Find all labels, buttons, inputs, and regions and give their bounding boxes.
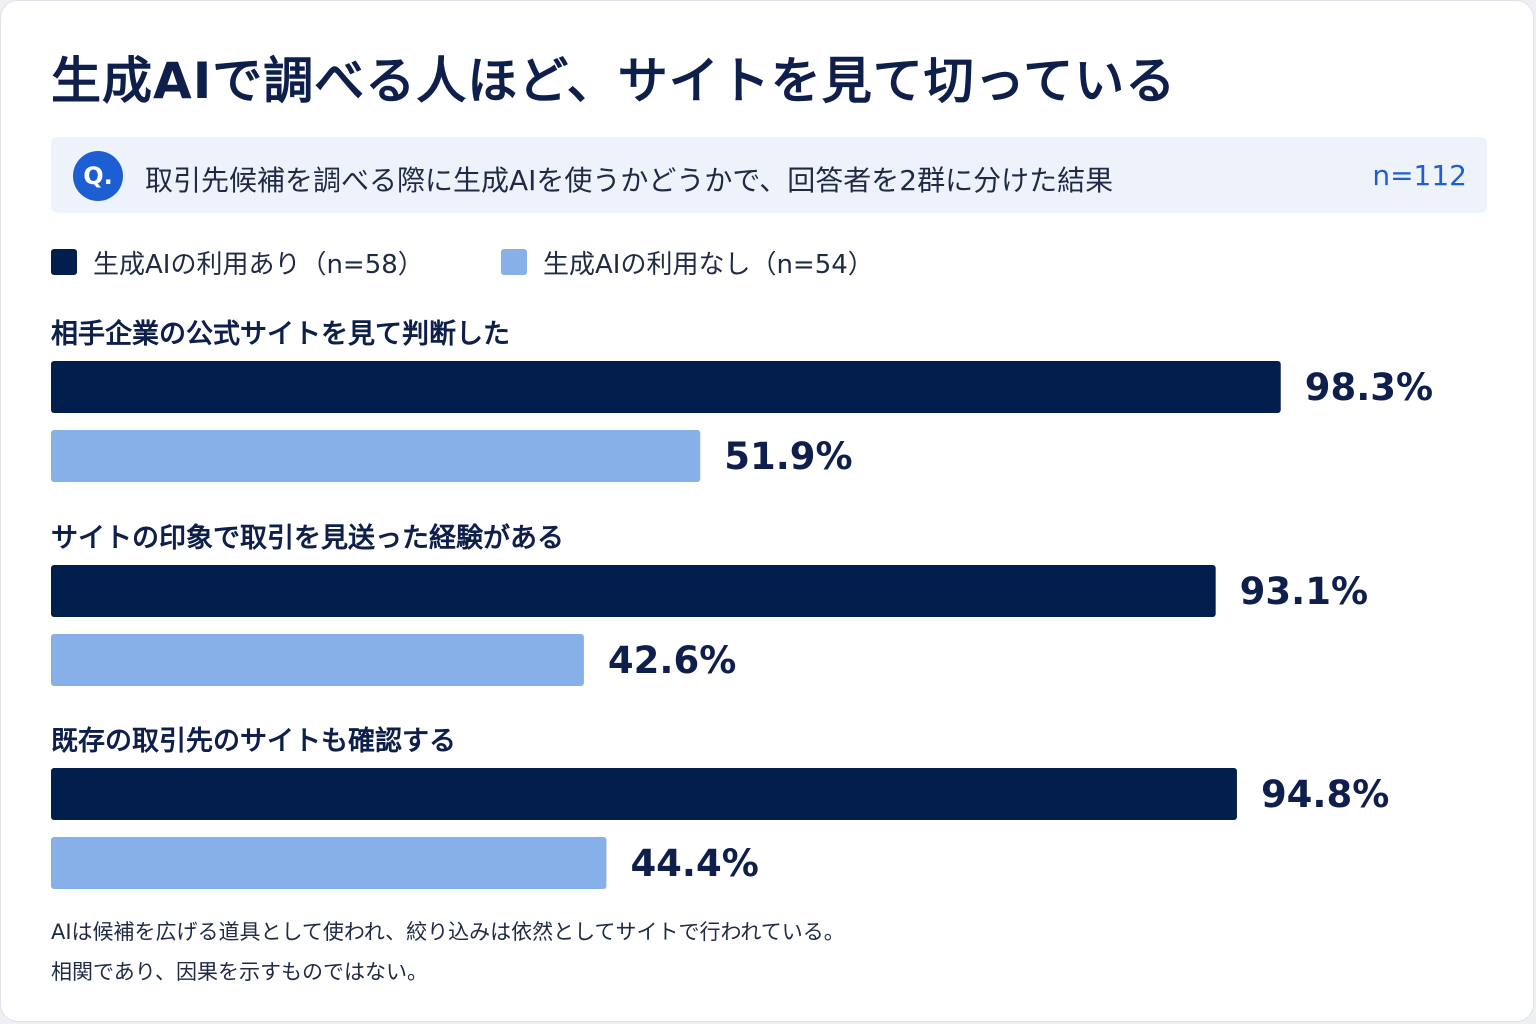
legend-swatch-light bbox=[501, 249, 527, 275]
bar-non-ai-users bbox=[51, 634, 584, 686]
data-label: 98.3% bbox=[1305, 366, 1433, 409]
question-text: 取引先候補を調べる際に生成AIを使うかどうかで、回答者を2群に分けた結果 bbox=[145, 164, 1114, 197]
question-box: Q. 取引先候補を調べる際に生成AIを使うかどうかで、回答者を2群に分けた結果 … bbox=[51, 137, 1487, 213]
footnote-2: 相関であり、因果を示すものではない。 bbox=[51, 960, 428, 984]
category-label: 相手企業の公式サイトを見て判断した bbox=[51, 318, 510, 350]
bar-ai-users bbox=[51, 768, 1237, 820]
data-label: 51.9% bbox=[724, 435, 852, 478]
legend-swatch-dark bbox=[51, 249, 77, 275]
bar-non-ai-users bbox=[51, 430, 701, 482]
footnote-1: AIは候補を広げる道具として使われ、絞り込みは依然としてサイトで行われている。 bbox=[51, 920, 845, 944]
chart-title: 生成AIで調べる人ほど、サイトを見て切っている bbox=[51, 52, 1177, 110]
data-label: 94.8% bbox=[1261, 773, 1389, 816]
question-badge-icon: Q. bbox=[73, 151, 123, 201]
bar-non-ai-users bbox=[51, 837, 607, 889]
legend-label-non-ai-users: 生成AIの利用なし（n=54） bbox=[543, 249, 874, 280]
data-label: 44.4% bbox=[630, 842, 758, 885]
data-label: 93.1% bbox=[1240, 570, 1368, 613]
category-label: サイトの印象で取引を見送った経験がある bbox=[51, 522, 564, 554]
legend-item-non-ai-users: 生成AIの利用なし（n=54） bbox=[501, 247, 874, 280]
legend-label-ai-users: 生成AIの利用あり（n=58） bbox=[93, 249, 424, 280]
bar-ai-users bbox=[51, 361, 1281, 413]
category-label: 既存の取引先のサイトも確認する bbox=[51, 725, 456, 757]
sample-size: n=112 bbox=[1372, 159, 1467, 192]
bar-ai-users bbox=[51, 565, 1216, 617]
data-label: 42.6% bbox=[608, 639, 736, 682]
legend-item-ai-users: 生成AIの利用あり（n=58） bbox=[51, 247, 424, 280]
